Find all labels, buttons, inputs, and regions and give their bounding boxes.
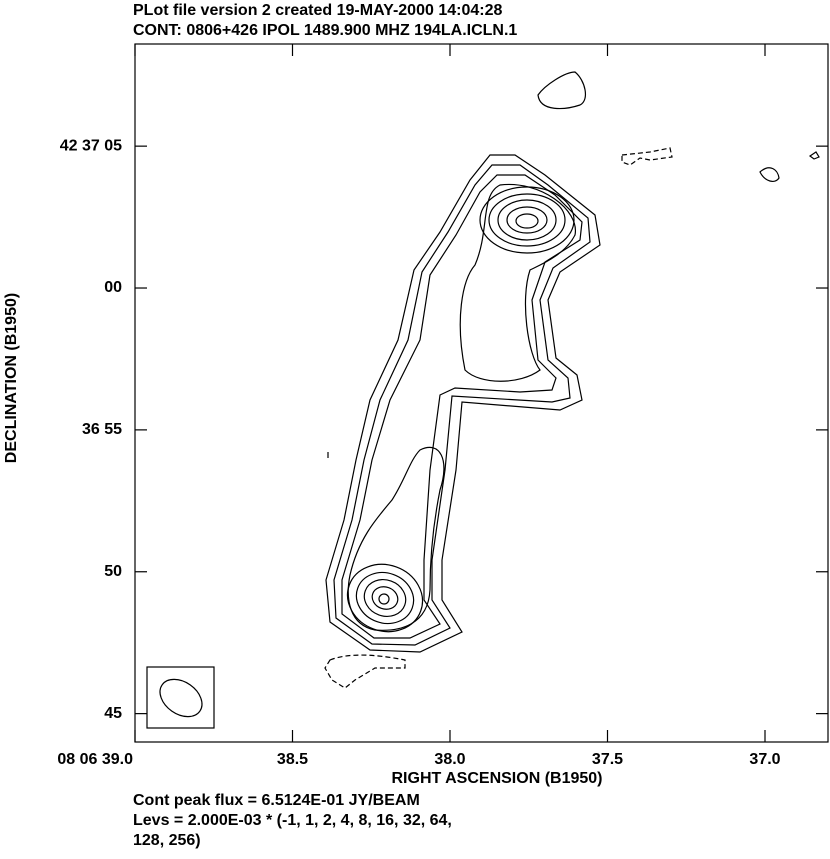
contours	[146, 71, 820, 729]
x-axis-label: RIGHT ASCENSION (B1950)	[392, 770, 603, 787]
y-tick-label: 45	[104, 705, 122, 722]
y-axis-label: DECLINATION (B1950)	[3, 293, 20, 463]
footer-line: Cont peak flux = 6.5124E-01 JY/BEAM	[133, 792, 420, 809]
x-tick-label: 37.5	[592, 751, 623, 768]
footer-line: Levs = 2.000E-03 * (-1, 1, 2, 4, 8, 16, …	[133, 812, 452, 829]
x-tick-label: 08 06 39.0	[57, 751, 133, 768]
x-tick-label: 38.5	[277, 751, 308, 768]
x-tick-label: 37.0	[749, 751, 780, 768]
x-tick-label: 38.0	[434, 751, 465, 768]
y-tick-label: 50	[104, 563, 122, 580]
y-tick-label: 36 55	[82, 421, 122, 438]
chart-title: PLot file version 2 created 19-MAY-2000 …	[133, 2, 502, 19]
y-tick-label: 00	[104, 279, 122, 296]
footer-line: 128, 256)	[133, 832, 201, 849]
chart-subtitle: CONT: 0806+426 IPOL 1489.900 MHZ 194LA.I…	[133, 22, 517, 39]
plot-frame	[134, 43, 829, 743]
y-tick-label: 42 37 05	[60, 137, 122, 154]
